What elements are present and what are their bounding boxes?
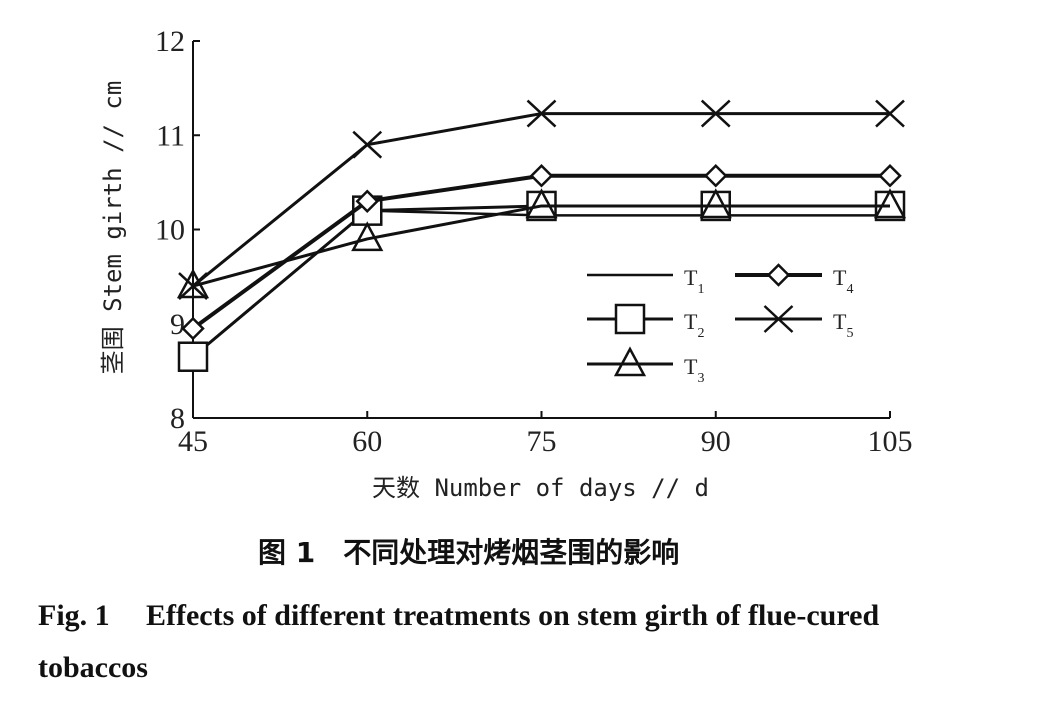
- y-tick-label: 8: [170, 402, 185, 435]
- figure-caption-chinese: 图 1 不同处理对烤烟茎围的影响: [258, 536, 680, 569]
- legend-entry-t4: T4: [735, 263, 853, 297]
- legend-marker: [766, 263, 791, 287]
- line-chart: 8 9 10 11 12 45 60 75 90 105 天数 Number of days // …: [99, 25, 913, 502]
- data-point-t4: [878, 164, 902, 188]
- series-line-t1: [192, 209, 890, 358]
- x-tick-label: 90: [701, 425, 731, 458]
- legend-marker: [613, 346, 647, 377]
- legend-label: T4: [833, 265, 853, 297]
- legend-label: T5: [833, 309, 853, 341]
- figure-caption-text: Effects of different treatments on stem …: [38, 599, 880, 684]
- figure-caption-label: Fig. 1: [38, 599, 110, 632]
- legend-entry-t2: T2: [587, 303, 704, 341]
- data-point-t5: [178, 272, 208, 300]
- x-tick-label: 105: [868, 425, 913, 458]
- x-tick-label: 60: [352, 425, 382, 458]
- series-line-t3: [192, 204, 890, 288]
- data-point-t4: [355, 189, 380, 213]
- legend-entry-t5: T5: [735, 305, 853, 341]
- legend-marker: [614, 303, 646, 335]
- y-tick-label: 9: [170, 308, 185, 341]
- legend-label: T2: [684, 309, 704, 341]
- data-point-t2: [177, 341, 209, 372]
- data-point-t3: [176, 268, 210, 299]
- data-point-t4: [703, 164, 728, 188]
- series-t5: [178, 99, 905, 300]
- data-point-t3: [525, 188, 558, 219]
- series-t3: [176, 188, 907, 299]
- data-point-t3: [873, 188, 907, 219]
- data-point-t4: [529, 164, 554, 188]
- x-axis-label: 天数 Number of days // d: [372, 474, 709, 502]
- series-t1: [192, 209, 890, 358]
- x-tick-label: 45: [178, 425, 208, 458]
- data-point-t5: [352, 130, 383, 159]
- legend-entry-t3: T3: [587, 346, 704, 386]
- data-point-t5: [526, 99, 557, 128]
- legend-label: T1: [684, 265, 704, 297]
- x-tick-label: 75: [527, 425, 557, 458]
- data-point-t5: [875, 99, 905, 128]
- legend-marker: [763, 305, 794, 333]
- series-layer: [176, 99, 907, 372]
- y-tick-label: 11: [156, 119, 185, 152]
- legend-entry-t1: T1: [587, 265, 704, 297]
- data-point-t3: [699, 188, 732, 219]
- data-point-t4: [181, 316, 205, 341]
- axes: 8 9 10 11 12 45 60 75 90 105 天数 Number of days // …: [99, 25, 913, 502]
- series-t4: [181, 164, 902, 341]
- series-t2: [177, 190, 906, 372]
- data-point-t5: [700, 99, 731, 128]
- data-point-t3: [351, 221, 384, 252]
- figure-caption-english: Fig. 1 Effects of different treatments on…: [38, 590, 978, 694]
- y-tick-label: 10: [155, 214, 185, 247]
- y-tick-label: 12: [155, 25, 185, 58]
- series-line-t2: [192, 204, 890, 358]
- y-axis-label: 茎围 Stem girth // cm: [99, 81, 127, 375]
- legend: T1 T2 T3 T4 T5: [587, 263, 853, 386]
- legend-label: T3: [684, 354, 704, 386]
